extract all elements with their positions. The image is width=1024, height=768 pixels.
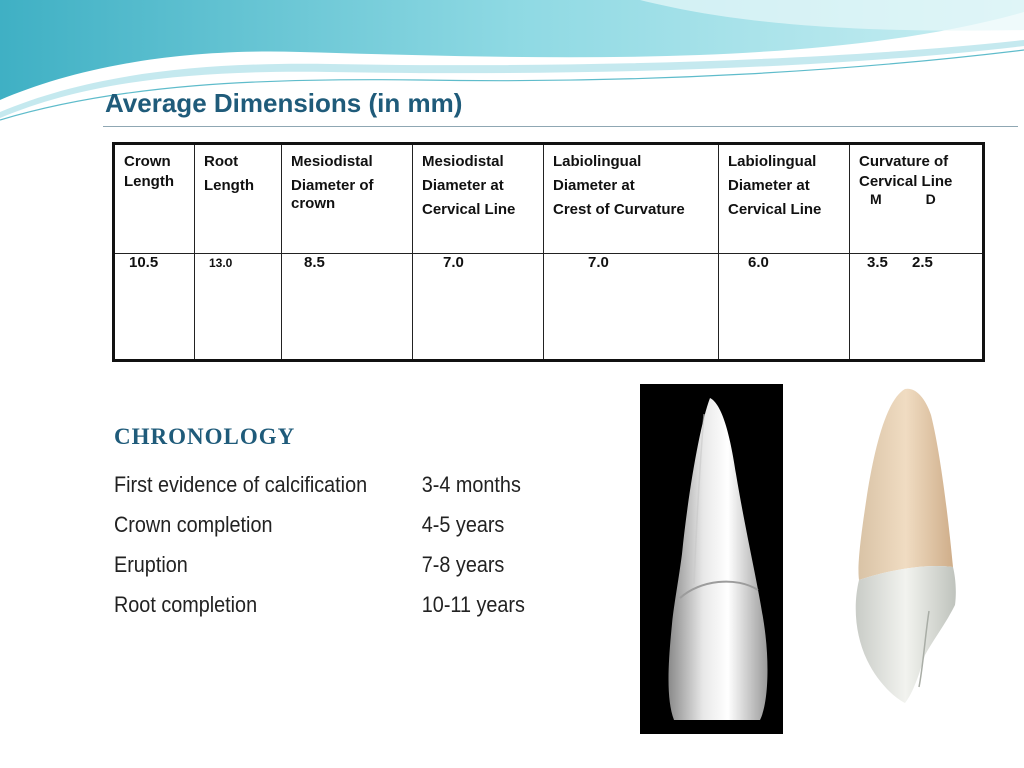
chronology-label: Root completion [114,592,258,617]
value-mesiodistal-cervical: 7.0 [412,253,544,361]
chronology-value: 3-4 months [421,472,521,497]
chronology-label: Eruption [114,552,188,577]
chronology-value: 4-5 years [421,512,505,537]
header-wave-decoration [0,0,1024,121]
header-labiolingual-crest: Labiolingual Diameter at Crest of Curvatur… [543,143,719,254]
value-curvature-d: 2.5 [912,254,933,271]
header-mesiodistal-cervical: Mesiodistal Diameter at Cervical Line [412,143,544,254]
chronology-value: 7-8 years [421,552,505,577]
value-curvature-m: 3.5 [867,254,888,271]
header-curvature-cervical: Curvature of Cervical Line M D [849,143,984,254]
slide-title: Average Dimensions (in mm) [105,88,463,118]
value-root-length: 13.0 [194,253,282,361]
header-crown-length: Crown Length [113,143,195,254]
tooth-photo-image [640,384,783,734]
value-mesiodistal-crown: 8.5 [281,253,413,361]
table-header-row: Crown Length Root Length Mesiodistal Diamet… [113,143,984,254]
header-root-length: Root Length [194,143,282,254]
chronology-value: 10-11 years [421,592,525,617]
dimensions-table: Crown Length Root Length Mesiodistal Diamet… [112,142,985,362]
chronology-label: Crown completion [114,512,273,537]
value-crown-length: 10.5 [113,253,195,361]
chronology-title: CHRONOLOGY [114,424,296,449]
header-mesiodistal-crown: Mesiodistal Diameter of crown [281,143,413,254]
table-row: 10.5 13.0 8.5 7.0 7.0 6.0 3.5 2.5 [113,253,984,361]
distal-label: D [925,191,936,207]
chronology-label: First evidence of calcification [114,472,368,497]
header-labiolingual-cervical: Labiolingual Diameter at Cervical Line [718,143,850,254]
mesial-label: M [870,191,882,207]
tooth-illustration-image [855,388,956,703]
value-labiolingual-crest: 7.0 [543,253,719,361]
title-underline [103,126,1018,127]
value-labiolingual-cervical: 6.0 [718,253,850,361]
value-curvature: 3.5 2.5 [849,253,984,361]
